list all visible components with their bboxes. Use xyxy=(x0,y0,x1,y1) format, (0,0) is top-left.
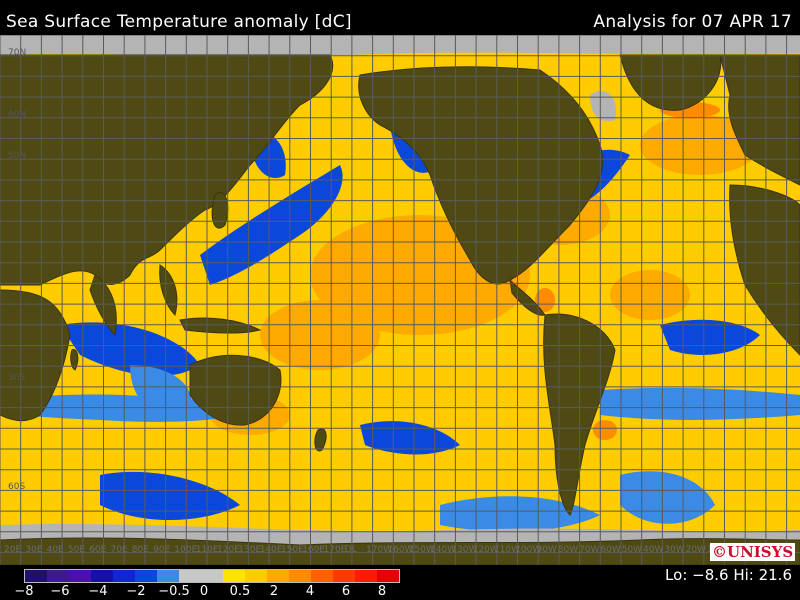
longitude-label: 70W xyxy=(579,545,599,555)
legend-tick-label: 6 xyxy=(341,584,351,599)
longitude-label: 130E xyxy=(238,545,261,555)
longitude-label: 150E xyxy=(281,545,304,555)
longitude-label: 90W xyxy=(537,545,557,555)
legend-swatch xyxy=(333,570,355,582)
legend-swatch xyxy=(179,570,201,582)
legend-swatch xyxy=(355,570,377,582)
longitude-label: 30E xyxy=(25,545,42,555)
longitude-label: 160W xyxy=(387,545,413,555)
longitude-label: 20E xyxy=(4,545,21,555)
latitude-labels: 70N 60N 50N 30S 60S xyxy=(8,48,26,492)
legend-tick-label: 4 xyxy=(305,584,315,599)
legend-swatch xyxy=(223,570,245,582)
legend-swatch xyxy=(157,570,179,582)
longitude-label: 60W xyxy=(600,545,620,555)
longitude-label: DL xyxy=(345,545,357,555)
longitude-label: 130W xyxy=(451,545,477,555)
latitude-label: 60N xyxy=(8,110,26,120)
longitude-label: 30W xyxy=(664,545,684,555)
legend-swatch xyxy=(69,570,91,582)
longitude-label: 80W xyxy=(558,545,578,555)
analysis-date: Analysis for 07 APR 17 xyxy=(593,12,792,32)
longitude-label: 40E xyxy=(47,545,64,555)
longitude-label: 70E xyxy=(111,545,128,555)
legend-tick-label: 2 xyxy=(269,584,279,599)
legend-swatch xyxy=(91,570,113,582)
longitude-label: 110E xyxy=(196,545,219,555)
legend-swatch xyxy=(113,570,135,582)
legend-tick-label: 0.5 xyxy=(229,584,251,599)
legend-swatch xyxy=(47,570,69,582)
legend-swatch xyxy=(267,570,289,582)
legend-swatch xyxy=(311,570,333,582)
sst-anomaly-map: 70N 60N 50N 30S 60S 20E 30E 40E 50E 60E 70E 80E 90E… xyxy=(0,35,800,565)
longitude-label: 170E xyxy=(324,545,347,555)
longitude-label: 90E xyxy=(153,545,170,555)
longitude-label: 140E xyxy=(260,545,283,555)
legend-swatch xyxy=(377,570,399,582)
legend-swatch xyxy=(135,570,157,582)
legend-swatch xyxy=(289,570,311,582)
longitude-label: 140W xyxy=(430,545,456,555)
longitude-label: 100W xyxy=(515,545,541,555)
longitude-label: 40W xyxy=(643,545,663,555)
longitude-label: 50E xyxy=(68,545,85,555)
longitude-label: 150W xyxy=(409,545,435,555)
longitude-label: 120E xyxy=(217,545,240,555)
longitude-label: 50W xyxy=(622,545,642,555)
map-canvas: 70N 60N 50N 30S 60S 20E 30E 40E 50E 60E 70E 80E 90E… xyxy=(0,35,800,565)
legend-tick-label: −4 xyxy=(88,584,108,599)
legend-tick-label: −2 xyxy=(126,584,146,599)
longitude-label: 20W xyxy=(686,545,706,555)
longitude-label: 100E xyxy=(174,545,197,555)
latitude-label: 70N xyxy=(8,48,26,58)
longitude-label: 160E xyxy=(302,545,325,555)
legend-tick-label: −8 xyxy=(14,584,34,599)
longitude-label: 80E xyxy=(132,545,149,555)
latitude-label: 50N xyxy=(8,151,26,161)
longitude-label: 110W xyxy=(494,545,520,555)
latitude-label: 30S xyxy=(8,373,25,383)
graticule xyxy=(0,35,800,565)
legend-swatch xyxy=(201,570,223,582)
map-title: Sea Surface Temperature anomaly [dC] xyxy=(6,12,352,32)
unisys-logo: ©UNISYS xyxy=(710,543,796,561)
legend-tick-label: −6 xyxy=(50,584,70,599)
longitude-label: 60E xyxy=(89,545,106,555)
longitude-labels: 20E 30E 40E 50E 60E 70E 80E 90E 100E110E120E130E… xyxy=(4,545,727,555)
color-legend xyxy=(24,569,400,583)
latitude-label: 60S xyxy=(8,482,25,492)
longitude-label: 170W xyxy=(366,545,392,555)
legend-tick-label: 0 xyxy=(199,584,209,599)
legend-swatch xyxy=(25,570,47,582)
legend-swatch xyxy=(245,570,267,582)
legend-tick-label: 8 xyxy=(377,584,387,599)
longitude-label: 120W xyxy=(473,545,499,555)
legend-tick-label: −0.5 xyxy=(158,584,190,599)
lo-hi-readout: Lo: −8.6 Hi: 21.6 xyxy=(665,566,792,584)
legend-ticks: −8 −6 −4 −2 −0.5 0 0.5 2 4 6 8 xyxy=(0,584,420,600)
